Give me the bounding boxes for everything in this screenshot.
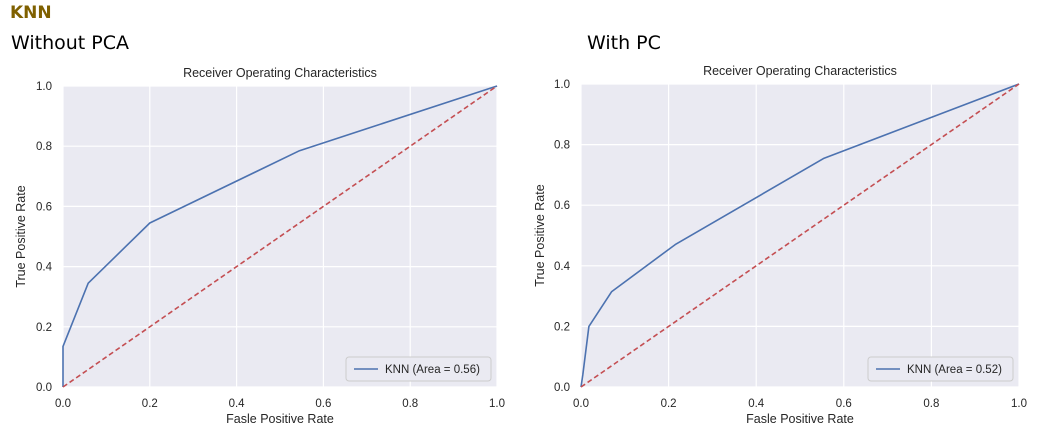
caption-without-pca: Without PCA bbox=[11, 32, 130, 54]
y-tick-label: 0.2 bbox=[554, 321, 570, 333]
x-tick-label: 0.6 bbox=[836, 398, 852, 410]
y-tick-label: 0.8 bbox=[554, 140, 570, 152]
y-tick-label: 0.2 bbox=[36, 322, 52, 334]
x-tick-label: 0.2 bbox=[661, 398, 677, 410]
chart-title: Receiver Operating Characteristics bbox=[703, 64, 897, 78]
x-tick-label: 0.8 bbox=[402, 398, 418, 410]
y-tick-label: 0.4 bbox=[554, 261, 571, 273]
roc-curve-line bbox=[62, 85, 498, 387]
chance-diagonal-line bbox=[62, 85, 498, 388]
legend-label: KNN (Area = 0.52) bbox=[907, 364, 1002, 376]
x-tick-label: 0.2 bbox=[142, 398, 158, 410]
x-tick-label: 0.6 bbox=[315, 398, 331, 410]
x-tick-label: 1.0 bbox=[1011, 398, 1027, 410]
y-tick-label: 1.0 bbox=[554, 79, 570, 91]
y-tick-label: 0.0 bbox=[554, 382, 570, 394]
legend-label: KNN (Area = 0.56) bbox=[385, 364, 480, 376]
y-tick-label: 0.8 bbox=[36, 141, 52, 153]
y-tick-label: 0.4 bbox=[36, 262, 53, 274]
y-axis-label: True Positive Rate bbox=[533, 184, 547, 286]
y-tick-label: 0.0 bbox=[36, 382, 52, 394]
chart-title: Receiver Operating Characteristics bbox=[183, 66, 377, 80]
x-tick-label: 0.8 bbox=[923, 398, 939, 410]
y-tick-label: 0.6 bbox=[554, 200, 570, 212]
legend-box bbox=[867, 356, 1014, 382]
x-tick-label: 0.0 bbox=[573, 398, 589, 410]
legend-box bbox=[345, 356, 492, 382]
x-tick-label: 0.4 bbox=[748, 398, 765, 410]
x-tick-label: 1.0 bbox=[489, 398, 505, 410]
chance-diagonal-line bbox=[580, 83, 1020, 388]
x-tick-label: 0.4 bbox=[229, 398, 246, 410]
caption-with-pc: With PC bbox=[587, 32, 661, 54]
x-axis-label: Fasle Positive Rate bbox=[226, 412, 334, 426]
x-tick-label: 0.0 bbox=[55, 398, 71, 410]
roc-curve-line bbox=[580, 83, 1020, 388]
y-tick-label: 0.6 bbox=[36, 201, 52, 213]
y-tick-label: 1.0 bbox=[36, 81, 52, 93]
y-axis-label: True Positive Rate bbox=[14, 185, 28, 287]
page-heading: KNN bbox=[10, 3, 52, 23]
x-axis-label: Fasle Positive Rate bbox=[746, 412, 854, 426]
